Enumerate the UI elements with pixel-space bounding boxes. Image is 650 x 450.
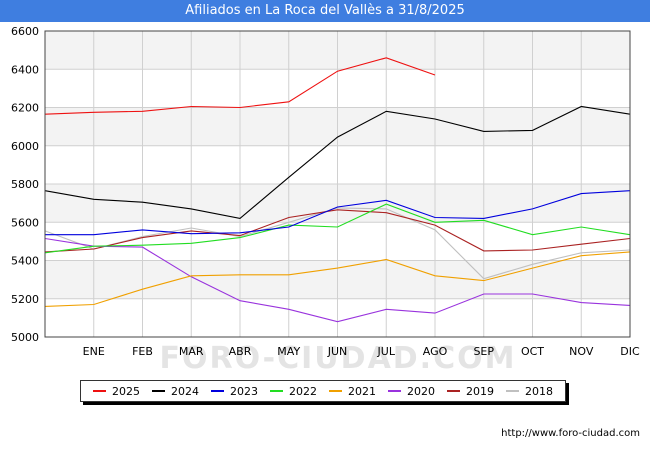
series-line-2022 <box>44 203 631 254</box>
legend-label: 2021 <box>348 384 376 398</box>
y-tick-label: 5600 <box>11 216 39 229</box>
y-tick-label: 6200 <box>11 102 39 115</box>
legend-item-2025: 2025 <box>93 385 140 398</box>
watermark: FORO-CIUDAD.COM <box>160 341 517 376</box>
series-line-2024 <box>44 105 631 219</box>
legend-label: 2023 <box>230 384 258 398</box>
series-line-2023 <box>45 190 631 236</box>
legend-item-2021: 2021 <box>329 385 376 398</box>
legend-swatch <box>152 390 165 392</box>
legend-swatch <box>93 390 106 392</box>
y-tick-label: 5200 <box>11 293 39 306</box>
series-line-2021 <box>44 251 631 307</box>
legend: 2025 2024 2023 2022 2021 2020 2019 2018 <box>80 380 566 402</box>
legend-item-2019: 2019 <box>447 385 494 398</box>
y-tick-label: 6600 <box>11 25 39 38</box>
x-tick-label: MAY <box>277 345 300 358</box>
x-tick-label: ENE <box>83 345 105 358</box>
y-tick-label: 6000 <box>11 140 39 153</box>
x-tick-label: JUL <box>377 345 396 358</box>
legend-item-2018: 2018 <box>506 385 553 398</box>
y-tick-label: 6400 <box>11 63 39 76</box>
legend-label: 2018 <box>525 384 553 398</box>
gridlines <box>45 30 630 338</box>
legend-swatch <box>211 390 224 392</box>
legend-item-2023: 2023 <box>211 385 258 398</box>
series-line-2019 <box>44 209 631 253</box>
x-tick-label: MAR <box>179 345 204 358</box>
series-lines <box>44 57 631 323</box>
legend-label: 2019 <box>466 384 494 398</box>
legend-swatch <box>388 390 401 392</box>
legend-swatch <box>506 390 519 392</box>
series-line-2020 <box>44 237 631 323</box>
x-axis-labels: ENE FEB MAR ABR MAY JUN JUL AGO SEP OCT NOV DIC <box>83 345 640 358</box>
plot-frame <box>44 30 631 338</box>
legend-label: 2022 <box>289 384 317 398</box>
chart-title: Afiliados en La Roca del Vallès a 31/8/2… <box>0 0 650 22</box>
legend-swatch <box>447 390 460 392</box>
legend-swatch <box>329 390 342 392</box>
footer-url[interactable]: http://www.foro-ciudad.com <box>501 428 640 439</box>
x-tick-label: FEB <box>132 345 153 358</box>
y-tick-label: 5800 <box>11 178 39 191</box>
legend-label: 2020 <box>407 384 435 398</box>
legend-label: 2025 <box>112 384 140 398</box>
series-line-2025 <box>44 57 436 115</box>
x-tick-label: OCT <box>521 345 544 358</box>
legend-item-2024: 2024 <box>152 385 199 398</box>
x-tick-label: JUN <box>327 345 348 358</box>
series-line-2018 <box>44 207 631 280</box>
x-tick-label: AGO <box>423 345 448 358</box>
x-tick-label: DIC <box>620 345 640 358</box>
y-tick-label: 5400 <box>11 255 39 268</box>
legend-item-2020: 2020 <box>388 385 435 398</box>
legend-item-2022: 2022 <box>270 385 317 398</box>
x-tick-label: NOV <box>569 345 594 358</box>
x-tick-label: SEP <box>473 345 494 358</box>
y-axis-labels: 5000 5200 5400 5600 5800 6000 6200 6400 6600 <box>11 25 39 344</box>
legend-swatch <box>270 390 283 392</box>
y-tick-label: 5000 <box>11 331 39 344</box>
legend-label: 2024 <box>171 384 199 398</box>
chart-area: FORO-CIUDAD.COM 5000 5200 5400 5600 5800 6000… <box>11 25 640 376</box>
x-tick-label: ABR <box>229 345 252 358</box>
